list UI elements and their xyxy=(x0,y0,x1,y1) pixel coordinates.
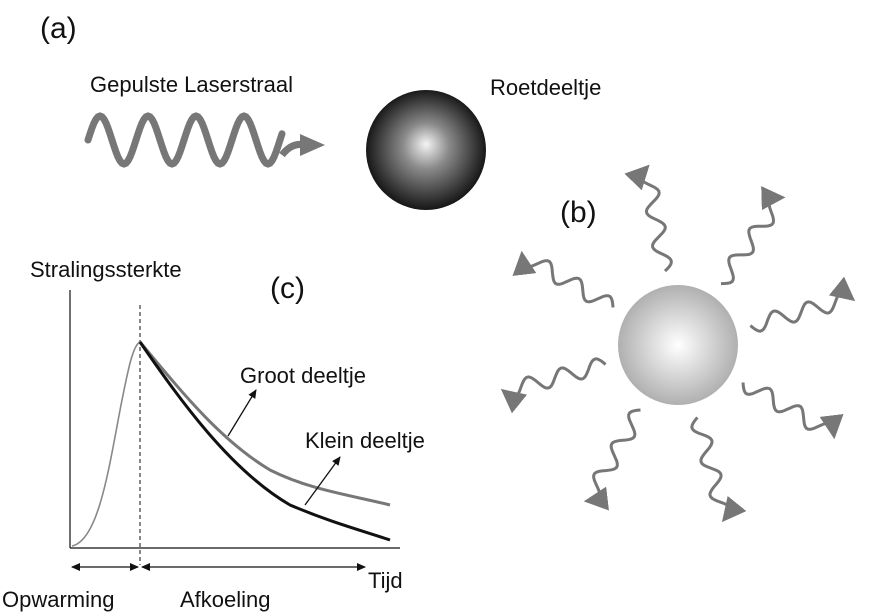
soot-particle xyxy=(366,90,486,210)
radiation-ray xyxy=(743,383,834,434)
panel-label: (c) xyxy=(270,272,305,305)
x-axis-label: Tijd xyxy=(368,568,403,593)
radiation-ray xyxy=(750,293,850,331)
panel-label: (b) xyxy=(560,196,597,229)
diagram: (a) Gepulste Laserstraal Roetdeeltje (b)… xyxy=(0,0,876,613)
radiation-ray xyxy=(590,410,641,501)
radiation-ray xyxy=(640,169,671,271)
label-pointer xyxy=(228,390,256,436)
curve-label: Groot deeltje xyxy=(240,363,366,388)
panel-label: (a) xyxy=(40,12,77,45)
curve-label: Klein deeltje xyxy=(305,428,425,453)
radiation-ray xyxy=(721,198,780,284)
phase-label: Opwarming xyxy=(2,587,114,612)
radiation-ray xyxy=(506,359,606,397)
laser-label: Gepulste Laserstraal xyxy=(90,72,293,97)
particle-label: Roetdeeltje xyxy=(490,75,601,100)
laser-arrowhead xyxy=(300,134,325,156)
heating-curve xyxy=(72,342,140,546)
radiation-ray xyxy=(522,257,613,308)
radiation-ray xyxy=(692,417,730,517)
hot-particle xyxy=(618,285,738,405)
laser-wave xyxy=(88,116,282,164)
label-pointer xyxy=(305,457,340,505)
phase-label: Afkoeling xyxy=(180,587,271,612)
y-axis-label: Stralingssterkte xyxy=(30,257,182,282)
